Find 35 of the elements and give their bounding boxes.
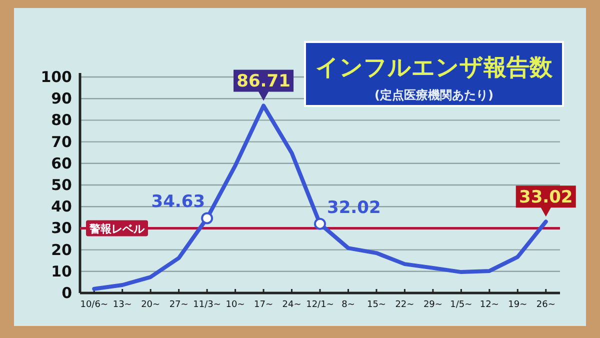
x-tick-label: 8~: [342, 300, 355, 310]
y-tick-label: 0: [62, 284, 72, 302]
data-label: 86.71: [236, 72, 290, 92]
x-tick-label: 10/6~: [80, 300, 108, 310]
y-tick-label: 10: [51, 262, 72, 280]
ref-line-label: 警報レベル: [88, 222, 146, 236]
x-tick-label: 24~: [282, 300, 302, 310]
y-tick-label: 20: [51, 240, 72, 259]
x-tick-label: 22~: [395, 300, 414, 310]
text: (定点医療機関あたり): [374, 88, 494, 102]
x-tick-label: 1/5~: [450, 300, 472, 310]
y-tick-label: 100: [40, 68, 72, 86]
x-tick-label: 19~: [508, 300, 528, 310]
y-tick-label: 40: [51, 198, 72, 216]
y-tick-label: 90: [51, 90, 72, 108]
x-tick-label: 10~: [226, 300, 245, 310]
x-tick-label: 17~: [254, 300, 274, 310]
chart-title: インフルエンザ報告数: [316, 55, 554, 81]
x-tick-label: 20~: [141, 300, 160, 310]
x-tick-label: 26~: [536, 300, 556, 310]
x-tick-label: 12/1~: [306, 300, 334, 310]
x-tick-label: 11/3~: [193, 300, 221, 310]
y-tick-label: 70: [51, 132, 72, 151]
x-tick-label: 29~: [423, 300, 442, 310]
data-label: 34.63: [151, 192, 206, 212]
y-tick-label: 80: [51, 111, 72, 130]
y-tick-label: 30: [51, 219, 72, 238]
x-tick-label: 12~: [480, 300, 499, 310]
y-tick-label: 60: [51, 154, 72, 172]
x-tick-label: 13~: [112, 300, 132, 310]
data-label: 32.02: [327, 198, 381, 218]
data-label: 33.02: [518, 188, 573, 208]
x-tick-label: 15~: [366, 300, 386, 310]
y-tick-label: 50: [51, 176, 72, 194]
x-tick-label: 27~: [169, 300, 188, 310]
